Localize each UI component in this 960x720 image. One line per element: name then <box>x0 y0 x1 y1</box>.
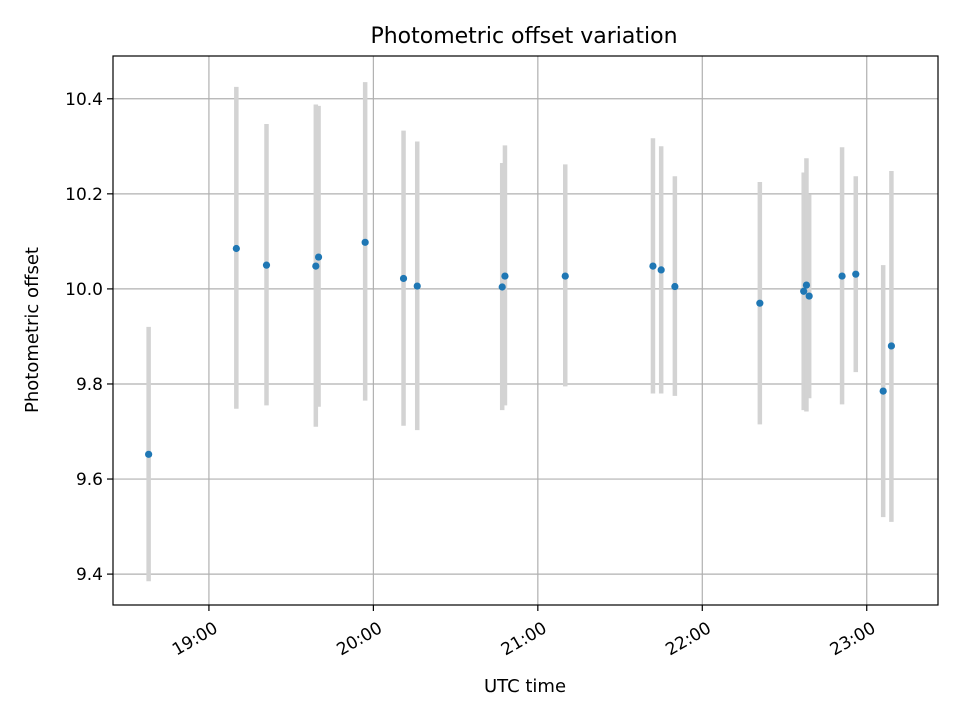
y-tick-label: 9.6 <box>76 470 103 490</box>
grid <box>113 56 938 605</box>
y-tick-label: 9.4 <box>76 565 103 585</box>
data-point <box>852 270 860 278</box>
data-point <box>314 253 323 261</box>
data-point <box>756 299 764 307</box>
data-point <box>145 450 153 458</box>
data-point <box>649 262 657 270</box>
data-point <box>802 281 811 289</box>
data-point <box>671 282 679 291</box>
data-point <box>561 272 569 280</box>
data-point <box>498 283 506 291</box>
y-axis-label: Photometric offset <box>22 247 43 413</box>
y-tick-label: 10.0 <box>65 280 103 300</box>
x-tick-label: 21:00 <box>498 618 550 660</box>
data-point <box>805 292 813 300</box>
x-tick-label: 19:00 <box>169 618 221 660</box>
y-tick-label: 9.8 <box>76 375 103 395</box>
x-tick-label: 22:00 <box>662 618 714 660</box>
data-point <box>262 261 271 269</box>
data-point <box>800 287 808 295</box>
data-point <box>312 262 320 270</box>
x-tick-label: 23:00 <box>827 618 879 660</box>
data-point <box>879 387 887 395</box>
data-point <box>657 266 665 274</box>
data-points <box>145 238 896 458</box>
error-bars <box>146 82 894 582</box>
plot-frame <box>112 55 939 606</box>
data-point <box>501 272 509 280</box>
data-point <box>361 238 369 246</box>
chart-title: Photometric offset variation <box>370 24 677 49</box>
data-point <box>232 244 240 253</box>
y-tick-label: 10.4 <box>65 90 103 110</box>
x-axis-ticks: 19:00 20:00 21:00 22:00 23:00 <box>169 605 879 660</box>
data-point <box>413 282 421 290</box>
x-axis-label: UTC time <box>484 676 566 697</box>
y-tick-label: 10.2 <box>65 185 103 205</box>
data-point <box>838 272 846 280</box>
data-point <box>887 342 896 350</box>
y-axis-ticks: 9.4 9.6 9.8 10.0 10.2 10.4 <box>65 90 113 585</box>
data-point <box>399 274 408 283</box>
x-tick-label: 20:00 <box>333 618 385 660</box>
